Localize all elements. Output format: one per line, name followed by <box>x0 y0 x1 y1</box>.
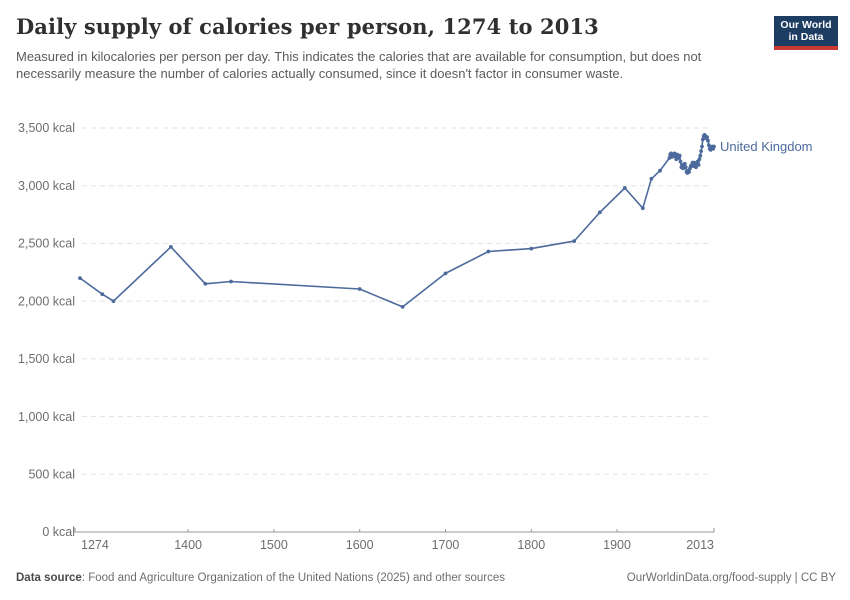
owid-logo[interactable]: Our World in Data <box>774 16 838 50</box>
y-axis-tick-label: 3,500 kcal <box>18 121 75 135</box>
owid-logo-red-bar <box>774 45 838 50</box>
data-point[interactable] <box>78 276 82 280</box>
data-point[interactable] <box>707 143 711 148</box>
data-point[interactable] <box>649 176 654 181</box>
y-axis-tick-label: 2,000 kcal <box>18 294 75 308</box>
data-point[interactable] <box>678 159 683 164</box>
data-point[interactable] <box>622 186 627 190</box>
data-point[interactable] <box>698 153 703 158</box>
data-point[interactable] <box>486 249 491 254</box>
owid-logo-line2: in Data <box>788 31 824 44</box>
data-point[interactable] <box>203 281 208 286</box>
data-point[interactable] <box>683 165 688 170</box>
data-point[interactable] <box>169 245 173 249</box>
series-label-united-kingdom[interactable]: United Kingdom <box>720 139 813 154</box>
chart-footer: Data source: Food and Agriculture Organi… <box>16 572 836 584</box>
y-axis-tick-label: 2,500 kcal <box>18 237 75 251</box>
owid-logo-line1: Our World <box>780 19 832 31</box>
data-point[interactable] <box>111 299 116 303</box>
data-point[interactable] <box>687 170 691 174</box>
data-point[interactable] <box>712 144 716 149</box>
x-axis-tick-label: 1400 <box>174 538 202 552</box>
x-axis-tick-label: 1900 <box>603 538 631 552</box>
x-axis-tick-label: 2013 <box>686 538 714 552</box>
data-point[interactable] <box>400 305 405 309</box>
y-axis-tick-label: 0 kcal <box>42 525 75 539</box>
chart-line-united-kingdom[interactable] <box>79 134 715 308</box>
data-point[interactable] <box>696 163 701 167</box>
chart-subtitle: Measured in kilocalories per person per … <box>16 49 702 82</box>
x-axis-tick-label: 1800 <box>517 538 545 552</box>
data-point[interactable] <box>705 135 709 140</box>
x-axis-tick-label: 1274 <box>81 538 109 552</box>
data-point[interactable] <box>677 153 682 158</box>
data-point[interactable] <box>598 210 602 215</box>
data-point[interactable] <box>700 137 705 142</box>
data-point[interactable] <box>658 168 662 173</box>
data-point[interactable] <box>443 271 448 276</box>
data-point[interactable] <box>357 287 362 291</box>
data-point[interactable] <box>682 161 687 166</box>
y-axis-tick-label: 3,000 kcal <box>18 179 75 193</box>
credit-link[interactable]: OurWorldinData.org/food-supply | CC BY <box>626 572 836 584</box>
data-point[interactable] <box>694 165 698 170</box>
data-point[interactable] <box>699 149 703 154</box>
x-axis-tick-label: 1700 <box>432 538 460 552</box>
data-source-label: Data source <box>16 572 82 584</box>
data-source-note: Data source: Food and Agriculture Organi… <box>16 572 505 584</box>
data-point[interactable] <box>529 246 534 251</box>
data-point[interactable] <box>706 138 710 143</box>
data-point[interactable] <box>697 157 702 162</box>
data-point[interactable] <box>700 144 704 149</box>
data-point[interactable] <box>640 206 645 211</box>
data-point[interactable] <box>572 239 577 244</box>
data-point[interactable] <box>100 292 105 297</box>
chart-title: Daily supply of calories per person, 127… <box>16 14 599 39</box>
chart-header: Daily supply of calories per person, 127… <box>16 14 756 82</box>
owid-logo-box: Our World in Data <box>774 16 838 46</box>
y-axis-tick-label: 1,500 kcal <box>18 352 75 366</box>
data-point[interactable] <box>229 279 233 284</box>
y-axis-tick-label: 500 kcal <box>28 467 75 481</box>
y-axis-tick-label: 1,000 kcal <box>18 410 75 424</box>
x-axis-tick-label: 1600 <box>346 538 374 552</box>
x-axis-tick-label: 1500 <box>260 538 288 552</box>
data-source-text: : Food and Agriculture Organization of t… <box>81 572 506 584</box>
